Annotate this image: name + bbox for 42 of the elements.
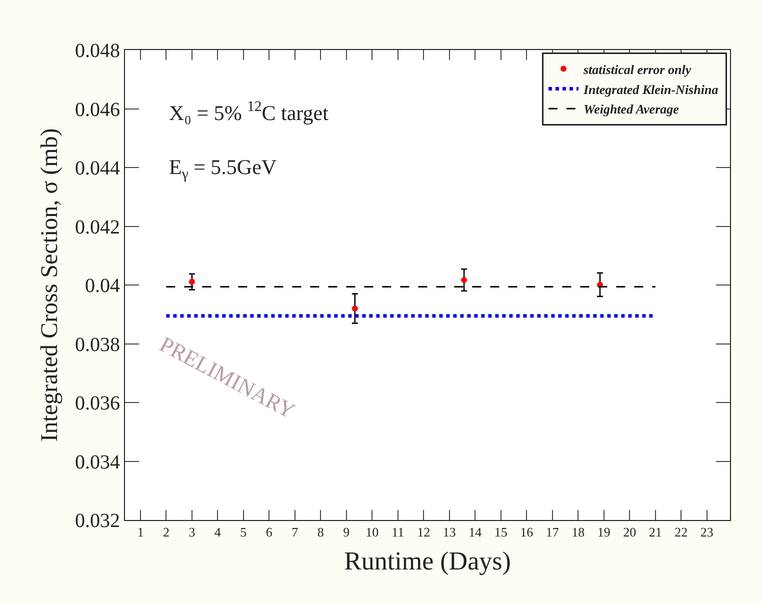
x-tick-label: 7 <box>292 524 299 540</box>
legend-label: Weighted Average <box>583 102 680 117</box>
x-tick-label: 15 <box>494 524 508 540</box>
x-tick-label: 8 <box>317 524 324 540</box>
legend-label: Integrated Klein-Nishina <box>582 82 719 97</box>
x-tick-label: 16 <box>520 524 534 540</box>
y-tick-label: 0.046 <box>75 98 120 121</box>
x-tick-label: 22 <box>674 524 688 540</box>
x-tick-label: 21 <box>648 524 662 540</box>
x-tick-label: 20 <box>623 524 636 540</box>
y-axis-title: Integrated Cross Section, σ (mb) <box>37 128 64 442</box>
y-tick-label: 0.048 <box>75 40 120 62</box>
x-tick-label: 2 <box>162 524 170 540</box>
x-tick-label: 11 <box>392 524 404 540</box>
point <box>352 306 358 312</box>
x-tick-label: 4 <box>214 524 222 540</box>
x-tick-label: 23 <box>700 524 714 540</box>
point <box>461 277 468 284</box>
x-tick-label: 19 <box>597 524 610 540</box>
x-tick-label: 1 <box>137 524 144 540</box>
x-tick-label: 14 <box>468 524 482 540</box>
legend-label: statistical error only <box>582 62 692 77</box>
x-tick-label: 18 <box>572 524 585 540</box>
x-tick-label: 3 <box>188 524 196 540</box>
y-tick-label: 0.042 <box>75 216 120 238</box>
x-tick-label: 9 <box>343 524 350 540</box>
x-axis-title: Runtime (Days) <box>344 546 511 576</box>
annotation: X₀ = 5% $^{12}$C target <box>169 99 329 125</box>
x-tick-label: 12 <box>417 524 430 540</box>
y-tick-label: 0.032 <box>75 510 120 532</box>
x-tick-label: 6 <box>266 524 273 540</box>
y-tick-label: 0.034 <box>75 451 120 474</box>
x-tick-label: 10 <box>366 524 379 540</box>
annotation: E$_{γ}$ = 5.5GeV <box>169 155 277 182</box>
y-tick-label: 0.04 <box>85 275 120 297</box>
y-tick-label: 0.038 <box>75 334 120 356</box>
x-tick-label: 17 <box>546 524 560 540</box>
x-tick-label: 5 <box>240 524 247 540</box>
y-tick-label: 0.044 <box>75 158 120 180</box>
x-tick-label: 13 <box>442 524 456 540</box>
point <box>188 278 195 285</box>
y-tick-label: 0.036 <box>75 392 120 414</box>
